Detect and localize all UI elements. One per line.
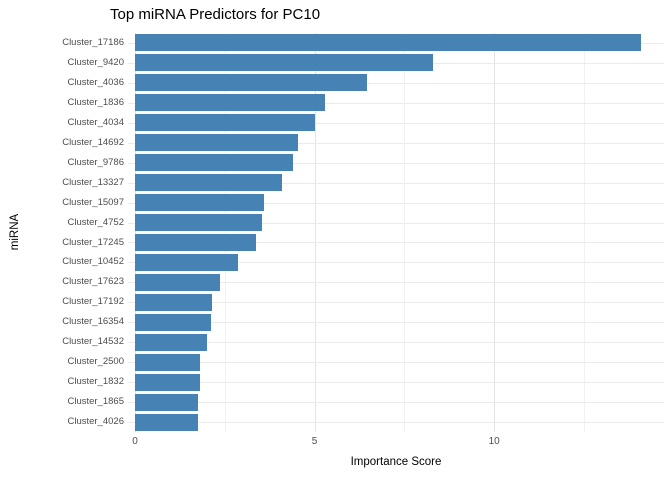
- y-tick-label: Cluster_1865: [67, 396, 124, 408]
- row-gridline: [128, 122, 664, 124]
- row-gridline: [128, 302, 664, 304]
- y-axis-tick-labels: Cluster_17186 Cluster_9420 Cluster_4036 Clu…: [0, 33, 124, 432]
- bar: [135, 293, 213, 311]
- y-tick-label: Cluster_4034: [67, 116, 124, 128]
- y-tick-label: Cluster_4752: [67, 216, 124, 228]
- y-tick-label: Cluster_15097: [62, 196, 124, 208]
- row-gridline: [128, 282, 664, 284]
- x-axis-tick-labels: 0 5 10: [0, 436, 672, 450]
- bar: [135, 253, 238, 271]
- y-tick-label: Cluster_17186: [62, 37, 124, 48]
- row-gridline: [128, 142, 664, 144]
- bar: [135, 154, 294, 172]
- row-gridline: [128, 242, 664, 244]
- bar: [135, 114, 315, 132]
- y-tick-label: Cluster_4026: [67, 416, 124, 428]
- bar: [135, 134, 299, 152]
- row-gridline: [128, 382, 664, 384]
- bar: [135, 214, 263, 232]
- row-gridline: [128, 222, 664, 224]
- row-gridline: [128, 162, 664, 164]
- y-tick-label: Cluster_14532: [62, 336, 124, 348]
- row-gridline: [128, 182, 664, 184]
- row-gridline: [128, 422, 664, 424]
- bar: [135, 353, 201, 371]
- x-tick-label: 5: [311, 436, 318, 447]
- x-tick-label: 0: [132, 436, 138, 447]
- y-tick-label: Cluster_17245: [62, 236, 124, 248]
- y-tick-label: Cluster_14692: [62, 136, 124, 148]
- y-tick-label: Cluster_2500: [67, 356, 124, 368]
- major-gridline: [314, 33, 316, 432]
- row-gridline: [128, 82, 664, 84]
- bar: [135, 313, 212, 331]
- bar: [135, 393, 199, 411]
- x-axis-title: Importance Score: [350, 456, 442, 468]
- y-tick-label: Cluster_1832: [67, 376, 124, 388]
- row-gridline: [128, 202, 664, 204]
- bar: [135, 413, 198, 431]
- bar: [135, 94, 326, 112]
- bar: [135, 233, 257, 251]
- bar: [135, 34, 642, 52]
- y-tick-label: Cluster_17192: [62, 296, 124, 308]
- row-gridline: [128, 322, 664, 324]
- chart-title: Top miRNA Predictors for PC10: [110, 6, 321, 23]
- y-tick-label: Cluster_4036: [67, 76, 124, 88]
- bar: [135, 54, 434, 72]
- bar: [135, 373, 200, 391]
- y-tick-label: Cluster_9786: [67, 156, 124, 168]
- row-gridline: [128, 342, 664, 344]
- y-tick-label: Cluster_1836: [67, 96, 124, 108]
- plot-panel: [128, 33, 664, 432]
- bar: [135, 74, 367, 92]
- minor-gridline: [224, 33, 226, 432]
- y-tick-label: Cluster_10452: [62, 256, 124, 268]
- x-tick-label: 10: [488, 436, 500, 447]
- major-gridline: [494, 33, 496, 432]
- y-tick-label: Cluster_9420: [67, 56, 124, 68]
- row-gridline: [128, 102, 664, 104]
- major-gridline: [135, 33, 136, 432]
- bar: [135, 333, 207, 351]
- minor-gridline: [583, 33, 585, 432]
- y-tick-label: Cluster_16354: [62, 316, 124, 328]
- y-tick-label: Cluster_17623: [62, 276, 124, 288]
- bar: [135, 273, 221, 291]
- row-gridline: [128, 362, 664, 364]
- bar: [135, 174, 283, 192]
- row-gridline: [128, 262, 664, 264]
- row-gridline: [128, 402, 664, 404]
- bar: [135, 194, 265, 212]
- y-tick-label: Cluster_13327: [62, 176, 124, 188]
- minor-gridline: [404, 33, 406, 432]
